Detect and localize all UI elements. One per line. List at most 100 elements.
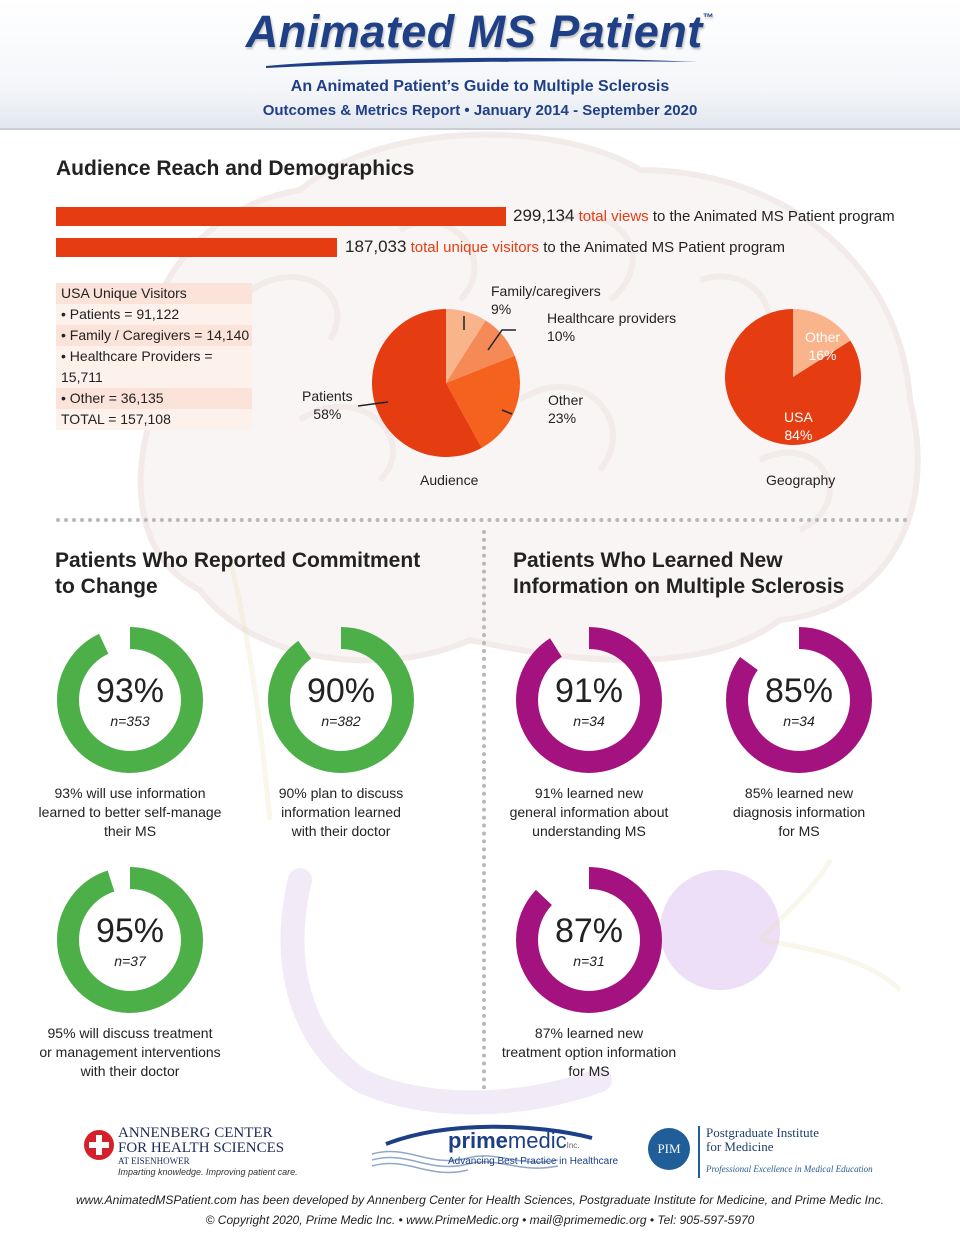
ring-commit-93-desc: 93% will use information learned to bett…: [30, 784, 230, 841]
ring-learned-87: 87% n=31 87% learned new treatment optio…: [489, 864, 689, 1079]
ring-commit-95-chart: [57, 867, 203, 1013]
credits: www.AnimatedMSPatient.com has been devel…: [0, 1190, 960, 1230]
desc-line: their MS: [103, 823, 157, 839]
ring-commit-90-desc: 90% plan to discuss information learned …: [241, 784, 441, 841]
usa-visitors-box: USA Unique Visitors • Patients = 91,122 …: [56, 283, 252, 430]
pm-word-medic: medic: [507, 1128, 567, 1153]
ring-commit-95-n: n=37: [114, 953, 146, 969]
geo-other-category: Other: [805, 329, 841, 345]
ring-learned-85-chart: [726, 627, 872, 773]
ring-learned-87-chart: [516, 867, 662, 1013]
pim-name: Postgraduate Institute for Medicine: [706, 1126, 819, 1154]
ring-arc: [268, 627, 414, 773]
pm-word-prime: prime: [448, 1128, 508, 1153]
commitment-title-line1: Patients Who Reported Commitment: [55, 549, 421, 572]
desc-line: 93% will use information: [54, 785, 206, 801]
ring-commit-93-n: n=353: [110, 713, 150, 729]
pie-label-family: Family/caregivers 9%: [491, 282, 601, 318]
section-divider-horizontal: [56, 518, 908, 522]
other-pct: 23%: [548, 410, 577, 426]
primemedic-tagline: Advancing Best Practice in Healthcare: [448, 1156, 619, 1167]
patients-category: Patients: [302, 388, 353, 404]
pm-inc: Inc.: [566, 1141, 580, 1150]
desc-line: diagnosis information: [732, 804, 866, 820]
providers-pct: 10%: [547, 328, 576, 344]
section-title-reach: Audience Reach and Demographics: [56, 157, 415, 180]
usa-row-family: • Family / Caregivers = 14,140: [56, 325, 252, 346]
credit-line-2: © Copyright 2020, Prime Medic Inc. • www…: [205, 1213, 755, 1227]
annenberg-cross-icon: [84, 1130, 114, 1160]
desc-line: 95% will discuss treatment: [47, 1025, 213, 1041]
credit-line-1: www.AnimatedMSPatient.com has been devel…: [76, 1193, 884, 1207]
primemedic-logo: primemedicInc. Advancing Best Practice i…: [368, 1118, 618, 1182]
annenberg-name: ANNENBERG CENTER FOR HEALTH SCIENCES: [118, 1126, 284, 1156]
ring-learned-87-n: n=31: [573, 953, 605, 969]
geo-usa-category: USA: [784, 409, 813, 425]
ring-commit-90: 90% n=382 90% plan to discuss informatio…: [241, 624, 441, 839]
desc-line: 85% learned new: [744, 785, 854, 801]
annenberg-tagline: Imparting knowledge. Improving patient c…: [118, 1167, 298, 1177]
report-period: Outcomes & Metrics Report • January 2014…: [262, 102, 698, 119]
usa-row-providers: • Healthcare Providers = 15,711: [56, 346, 252, 388]
desc-line: learned to better self-manage: [38, 804, 222, 820]
views-label: 299,134 total views to the Animated MS P…: [513, 206, 895, 226]
visitors-value: 187,033: [345, 237, 407, 256]
primemedic-wordmark: primemedicInc.: [448, 1128, 580, 1154]
pie-slice-other: [446, 355, 520, 448]
geo-usa-pct: 84%: [784, 427, 813, 443]
ring-learned-87-pct: 87%: [554, 912, 624, 950]
pim-tagline: Professional Excellence in Medical Educa…: [706, 1164, 873, 1174]
section-title-commitment: Patients Who Reported Commitment to Chan…: [55, 548, 420, 600]
pie-label-patients: Patients 58%: [302, 387, 353, 423]
pim-divider: [698, 1126, 700, 1178]
usa-row-other: • Other = 36,135: [56, 388, 252, 409]
pim-logo: PIM Postgraduate Institute for Medicine …: [648, 1126, 908, 1182]
program-title: Animated MS Patient: [245, 6, 703, 57]
visitors-rest: to the Animated MS Patient program: [543, 239, 785, 256]
primemedic-swoosh-icon: [371, 1124, 593, 1174]
ring-learned-91-desc: 91% learned new general information abou…: [489, 784, 689, 841]
pie-slice-family-caregivers: [446, 309, 486, 383]
ring-commit-95-desc: 95% will discuss treatment or management…: [30, 1024, 230, 1081]
program-logo-title: Animated MS Patient™: [0, 6, 960, 58]
ring-learned-91-chart: [516, 627, 662, 773]
views-bar: [56, 207, 506, 226]
pie-label-providers: Healthcare providers 10%: [547, 309, 676, 345]
ring-commit-95: 95% n=37 95% will discuss treatment or m…: [30, 864, 230, 1079]
ring-commit-90-pct: 90%: [306, 672, 376, 710]
learned-title-line1: Patients Who Learned New: [513, 549, 783, 572]
ring-commit-90-chart: [268, 627, 414, 773]
ring-learned-85-desc: 85% learned new diagnosis information fo…: [699, 784, 899, 841]
ring-commit-93-chart: [57, 627, 203, 773]
ring-commit-93-pct: 93%: [95, 672, 165, 710]
family-category: Family/caregivers: [491, 283, 601, 299]
annenberg-sub: AT EISENHOWER: [118, 1156, 190, 1166]
desc-line: with their doctor: [80, 1063, 180, 1079]
audience-caption: Audience: [420, 472, 479, 488]
ring-learned-91-pct: 91%: [554, 672, 624, 710]
ring-learned-85-n: n=34: [783, 713, 815, 729]
usa-box-title: USA Unique Visitors: [56, 283, 252, 304]
desc-line: 87% learned new: [534, 1025, 644, 1041]
ring-learned-91-n: n=34: [573, 713, 605, 729]
geo-label-other: Other 16%: [805, 328, 840, 364]
desc-line: general information about: [509, 804, 669, 820]
geography-pie-chart: [725, 309, 861, 445]
pie-slice-patients: [372, 309, 482, 457]
visitors-label: 187,033 total unique visitors to the Ani…: [345, 237, 785, 257]
ring-commit-95-pct: 95%: [95, 912, 165, 950]
pie-slice-other: [793, 309, 851, 377]
audience-leader-lines: [357, 316, 516, 415]
visitors-highlight: total unique visitors: [410, 239, 540, 256]
learned-title-line2: Information on Multiple Sclerosis: [513, 575, 845, 598]
desc-line: 91% learned new: [534, 785, 644, 801]
other-category: Other: [548, 392, 584, 408]
views-highlight: total views: [578, 208, 649, 225]
annenberg-line1: ANNENBERG CENTER: [118, 1125, 273, 1141]
section-divider-vertical: [482, 530, 486, 1090]
ring-commit-90-n: n=382: [321, 713, 361, 729]
geography-caption: Geography: [766, 472, 836, 488]
desc-line: for MS: [568, 1063, 610, 1079]
section-title-learned: Patients Who Learned New Information on …: [513, 548, 844, 600]
